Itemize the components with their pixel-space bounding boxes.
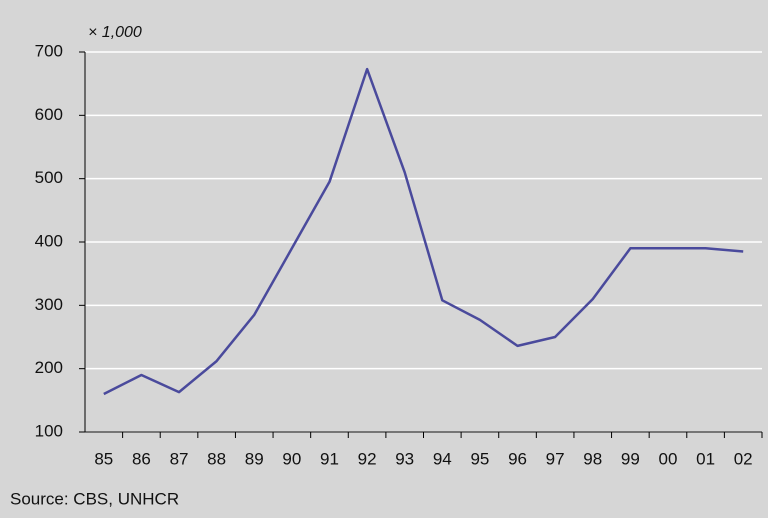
x-tick-label: 87 [170,449,189,468]
y-tick-label: 400 [35,231,63,250]
x-tick-label: 99 [621,449,640,468]
y-tick-label: 100 [35,421,63,440]
x-tick-label: 01 [696,449,715,468]
y-tick-label: 300 [35,295,63,314]
x-tick-label: 98 [583,449,602,468]
x-tick-label: 00 [659,449,678,468]
unit-annotation: × 1,000 [88,24,142,41]
x-tick-label: 96 [508,449,527,468]
x-tick-label: 91 [320,449,339,468]
y-tick-label: 500 [35,168,63,187]
source-note: Source: CBS, UNHCR [10,489,179,508]
x-tick-label: 02 [734,449,753,468]
x-tick-label: 95 [470,449,489,468]
y-tick-label: 200 [35,358,63,377]
x-tick-label: 89 [245,449,264,468]
y-tick-label: 700 [35,41,63,60]
x-tick-label: 85 [94,449,113,468]
x-tick-label: 97 [546,449,565,468]
x-tick-label: 86 [132,449,151,468]
x-tick-label: 92 [358,449,377,468]
x-tick-label: 88 [207,449,226,468]
x-tick-label: 90 [282,449,301,468]
data-line [103,67,744,396]
x-tick-label: 94 [433,449,452,468]
x-tick-label: 93 [395,449,414,468]
y-tick-label: 600 [35,105,63,124]
